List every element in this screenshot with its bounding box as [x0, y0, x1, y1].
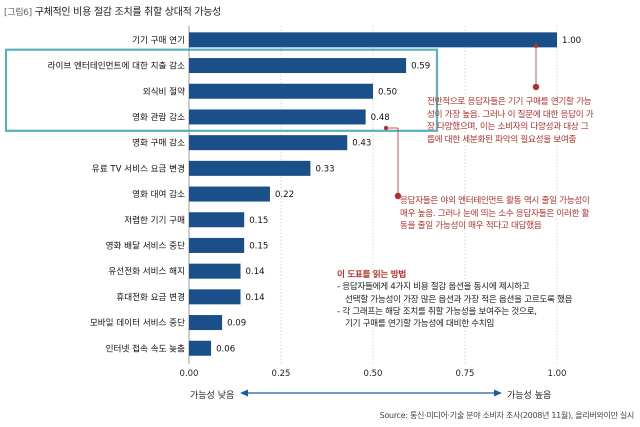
bar [189, 340, 212, 356]
category-label: 영화 대여 감소 [132, 188, 185, 200]
top-annotation: 전반적으로 응답자들은 기기 구매를 연기할 가능 성이 가장 높음. 그러나 … [427, 96, 637, 146]
value-label: 0.50 [378, 87, 397, 97]
category-label: 라이브 엔터테인먼트에 대한 지출 감소 [48, 60, 186, 72]
low-likelihood-label: 가능성 낮음 [190, 391, 235, 401]
figure-title: [그림6] 구체적인 비용 절감 조치를 취할 상대적 가능성 [4, 3, 221, 18]
how-to-read-line: 기기 구매를 연기할 가능성에 대비한 수치임 [345, 319, 495, 330]
category-label: 모바일 데이터 서비스 중단 [90, 318, 185, 329]
value-label: 0.43 [352, 139, 371, 149]
x-tick-label: 0.75 [456, 369, 475, 379]
x-tick-labels: 0.00 0.25 0.50 0.75 1.00 [180, 369, 567, 379]
mid-annotation-line: 응답자들은 야외 엔터테인먼트 활동 역시 줄일 가능성이 [400, 196, 590, 206]
x-tick-label: 1.00 [548, 369, 567, 379]
category-label: 영화 배달 서비스 중단 [106, 239, 185, 251]
category-label: 외식비 절약 [143, 85, 185, 97]
value-labels: 1.00 0.59 0.50 0.48 0.43 0.33 0.22 0.15 0.15 0.14… [216, 36, 581, 354]
bar [189, 237, 245, 253]
bar [189, 289, 241, 305]
bars [189, 32, 557, 356]
value-label: 0.59 [411, 62, 430, 72]
bar [189, 32, 557, 48]
annotation-dot [533, 43, 539, 49]
bar [189, 135, 348, 151]
category-label: 저렴한 기기 구매 [124, 215, 185, 226]
value-label: 0.14 [246, 267, 265, 277]
x-tick-label: 0.50 [364, 369, 383, 379]
bar [189, 263, 241, 279]
figure-tag: [그림6] [4, 8, 32, 18]
mid-annotation-line: 매우 높음. 그러나 눈에 띄는 소수 응답자들은 이러한 활 [400, 208, 590, 219]
value-label: 1.00 [562, 36, 581, 46]
category-label: 유료 TV 서비스 요금 변경 [92, 162, 185, 174]
category-label: 기기 구매 연기 [132, 35, 185, 46]
annotation-dot [394, 192, 402, 200]
value-label: 0.22 [275, 190, 294, 200]
how-to-read-box: 이 도표를 읽는 방법 - 응답자들에게 4가지 비용 절감 옵션을 동시에 제… [337, 269, 627, 330]
value-label: 0.09 [227, 319, 246, 329]
category-label: 영화 관람 감소 [132, 111, 185, 123]
top-annotation-line: 장 다양했으며, 이는 소비자의 다양성과 대상 그 [427, 122, 589, 132]
how-to-read-title: 이 도표를 읽는 방법 [337, 270, 406, 280]
bar [189, 212, 245, 228]
value-label: 0.48 [371, 113, 390, 123]
bar [189, 186, 270, 202]
x-tick-label: 0.00 [180, 369, 199, 379]
top-annotation-line: 룹에 대한 세분화된 파악의 필요성을 보여줌 [427, 134, 577, 145]
value-label: 0.06 [216, 344, 235, 354]
bar [189, 160, 311, 176]
category-label: 유선전화 서비스 해지 [108, 266, 185, 277]
how-to-read-line: 선택할 가능성이 가장 많은 옵션과 가장 적은 옵션을 고르도록 했음 [345, 294, 573, 305]
annotation-dot [532, 83, 540, 91]
mid-annotation: 응답자들은 야외 엔터테인먼트 활동 역시 줄일 가능성이 매우 높음. 그러나… [400, 195, 636, 233]
value-label: 0.15 [249, 241, 268, 251]
value-label: 0.14 [246, 293, 265, 303]
top-annotation-line: 전반적으로 응답자들은 기기 구매를 연기할 가능 [427, 97, 592, 107]
value-label: 0.33 [315, 164, 334, 174]
left-arrowhead-icon [240, 389, 248, 397]
category-label: 휴대전화 요금 변경 [116, 291, 185, 303]
category-label: 인터넷 접속 속도 늦춤 [106, 342, 185, 354]
highlight-box [4, 48, 439, 132]
bar [189, 83, 373, 99]
mid-annotation-line: 동을 줄일 가능성이 매우 적다고 대답했음 [400, 221, 542, 231]
value-label: 0.15 [249, 216, 268, 226]
annotation-decorations [4, 43, 540, 397]
bar [189, 58, 407, 74]
bar [189, 109, 366, 125]
x-tick-label: 0.25 [272, 369, 291, 379]
source-note: Source: 통신·미디어·기술 분야 소비자 조사(2008년 11월), … [379, 411, 635, 420]
annotation-dot [383, 125, 389, 131]
high-likelihood-label: 가능성 높음 [507, 391, 552, 401]
how-to-read-line: - 각 그래프는 해당 조치를 취할 가능성을 보여주는 것으로, [337, 306, 537, 317]
right-arrowhead-icon [494, 389, 502, 397]
bar [189, 315, 223, 331]
figure-title-text: 구체적인 비용 절감 조치를 취할 상대적 가능성 [34, 7, 222, 18]
top-annotation-line: 성이 가장 높음. 그러나 이 질문에 대한 응답이 가 [427, 109, 594, 120]
how-to-read-line: - 응답자들에게 4가지 비용 절감 옵션을 동시에 제시하고 [337, 282, 530, 293]
category-label: 영화 구매 감소 [132, 137, 185, 149]
